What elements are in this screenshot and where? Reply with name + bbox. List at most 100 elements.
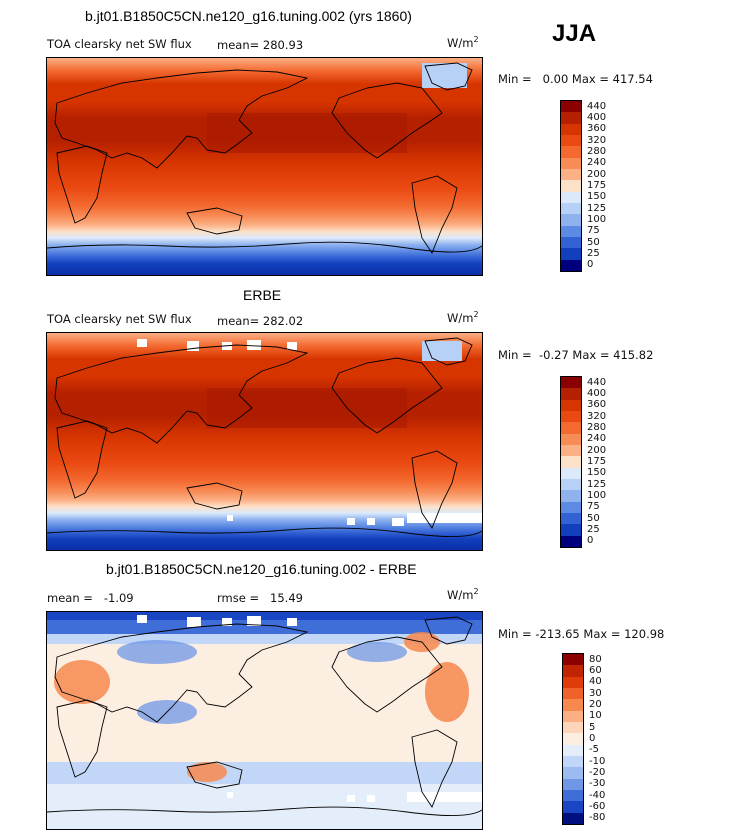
panel3-rmse: rmse = 15.49 <box>217 591 303 605</box>
panel1-coastlines <box>47 62 482 254</box>
colorbar-tick-label: 440 <box>587 100 607 112</box>
colorbar-swatch <box>561 524 581 536</box>
colorbar-tick-label: -60 <box>589 801 606 812</box>
colorbar-swatch <box>561 422 581 434</box>
colorbar-tick-label: 20 <box>589 699 602 710</box>
panel1-map <box>46 57 483 276</box>
colorbar-tick-label: 0 <box>587 259 594 271</box>
colorbar-swatch <box>563 789 583 802</box>
colorbar-tick-label: 360 <box>587 399 607 411</box>
colorbar-tick-label: 150 <box>587 467 607 479</box>
colorbar-swatch <box>561 467 581 479</box>
colorbar-tick-label: -80 <box>589 812 606 824</box>
colorbar-tick-label: -5 <box>589 744 599 756</box>
colorbar-swatch <box>561 444 581 457</box>
panel1-pacific-band <box>207 113 407 153</box>
colorbar-tick-label: 125 <box>587 202 607 214</box>
colorbar-tick-label: 400 <box>587 112 607 123</box>
panel1-greenland <box>422 63 467 88</box>
colorbar-swatch <box>561 478 581 491</box>
panel3-title: b.jt01.B1850C5CN.ne120_g16.tuning.002 - … <box>106 561 417 577</box>
panel2-units: W/m2 <box>447 310 479 325</box>
panel2-map <box>46 332 483 551</box>
colorbar-tick-label: 280 <box>587 422 607 433</box>
colorbar-tick-label: 25 <box>587 248 600 259</box>
colorbar-swatch <box>561 248 581 260</box>
colorbar-tick-label: -40 <box>589 789 606 801</box>
colorbar-tick-label: 50 <box>587 512 600 524</box>
panel3-minmax: Min = -213.65 Max = 120.98 <box>498 627 665 641</box>
colorbar-swatch <box>563 755 583 768</box>
colorbar-swatch <box>563 744 583 756</box>
colorbar-swatch <box>561 490 581 502</box>
panel2-colorbar <box>560 376 582 548</box>
colorbar-tick-label: 240 <box>587 157 607 169</box>
colorbar-tick-label: 75 <box>587 501 600 513</box>
colorbar-tick-label: 5 <box>589 721 596 733</box>
colorbar-tick-label: 75 <box>587 225 600 237</box>
colorbar-swatch <box>563 733 583 745</box>
colorbar-tick-label: -30 <box>589 778 606 790</box>
colorbar-tick-label: 320 <box>587 410 607 422</box>
panel2-minmax: Min = -0.27 Max = 415.82 <box>498 348 654 362</box>
colorbar-swatch <box>563 699 583 711</box>
colorbar-swatch <box>561 191 581 203</box>
colorbar-tick-label: 150 <box>587 191 607 203</box>
colorbar-tick-label: 280 <box>587 146 607 157</box>
colorbar-swatch <box>563 676 583 688</box>
colorbar-swatch <box>561 214 581 226</box>
colorbar-swatch <box>563 687 583 700</box>
colorbar-swatch <box>561 101 581 113</box>
panel2-title: ERBE <box>243 287 282 303</box>
colorbar-swatch <box>561 512 581 525</box>
colorbar-tick-label: 240 <box>587 433 607 445</box>
colorbar-tick-label: 125 <box>587 478 607 490</box>
colorbar-swatch <box>561 202 581 215</box>
panel1-field <box>47 58 482 275</box>
colorbar-swatch <box>561 112 581 124</box>
colorbar-swatch <box>563 801 583 813</box>
panel2-greenland <box>422 341 462 361</box>
colorbar-tick-label: -20 <box>589 767 606 778</box>
colorbar-tick-label: 175 <box>587 180 607 191</box>
colorbar-swatch <box>563 767 583 779</box>
panel3-missing-data <box>137 615 482 802</box>
colorbar-swatch <box>561 501 581 513</box>
colorbar-tick-label: 440 <box>587 376 607 388</box>
colorbar-tick-label: 0 <box>589 733 596 744</box>
colorbar-swatch <box>561 146 581 158</box>
colorbar-swatch <box>561 410 581 423</box>
colorbar-swatch <box>563 654 583 666</box>
colorbar-tick-label: 25 <box>587 524 600 535</box>
colorbar-tick-label: -10 <box>589 755 606 767</box>
colorbar-tick-label: 100 <box>587 214 607 225</box>
panel1-units: W/m2 <box>447 35 479 50</box>
colorbar-tick-label: 100 <box>587 490 607 501</box>
colorbar-swatch <box>561 535 581 547</box>
panel1-variable-label: TOA clearsky net SW flux <box>47 37 192 51</box>
colorbar-swatch <box>561 433 581 445</box>
colorbar-swatch <box>563 812 583 824</box>
colorbar-swatch <box>561 388 581 400</box>
colorbar-swatch <box>563 710 583 722</box>
colorbar-swatch <box>561 399 581 411</box>
panel2-variable-label: TOA clearsky net SW flux <box>47 312 192 326</box>
colorbar-tick-label: 400 <box>587 388 607 399</box>
colorbar-tick-label: 200 <box>587 444 607 456</box>
colorbar-swatch <box>561 157 581 169</box>
panel3-map <box>46 611 483 830</box>
panel2-pacific-band <box>207 388 407 428</box>
colorbar-tick-label: 0 <box>587 535 594 547</box>
colorbar-swatch <box>561 180 581 192</box>
panel3-units: W/m2 <box>447 587 479 602</box>
colorbar-tick-label: 320 <box>587 134 607 146</box>
colorbar-tick-label: 175 <box>587 456 607 467</box>
colorbar-swatch <box>563 778 583 790</box>
colorbar-tick-label: 200 <box>587 168 607 180</box>
colorbar-swatch <box>563 665 583 677</box>
panel3-coastlines <box>47 616 482 817</box>
panel1-colorbar <box>560 100 582 272</box>
colorbar-swatch <box>561 225 581 237</box>
colorbar-swatch <box>561 456 581 468</box>
colorbar-tick-label: 10 <box>589 710 602 722</box>
